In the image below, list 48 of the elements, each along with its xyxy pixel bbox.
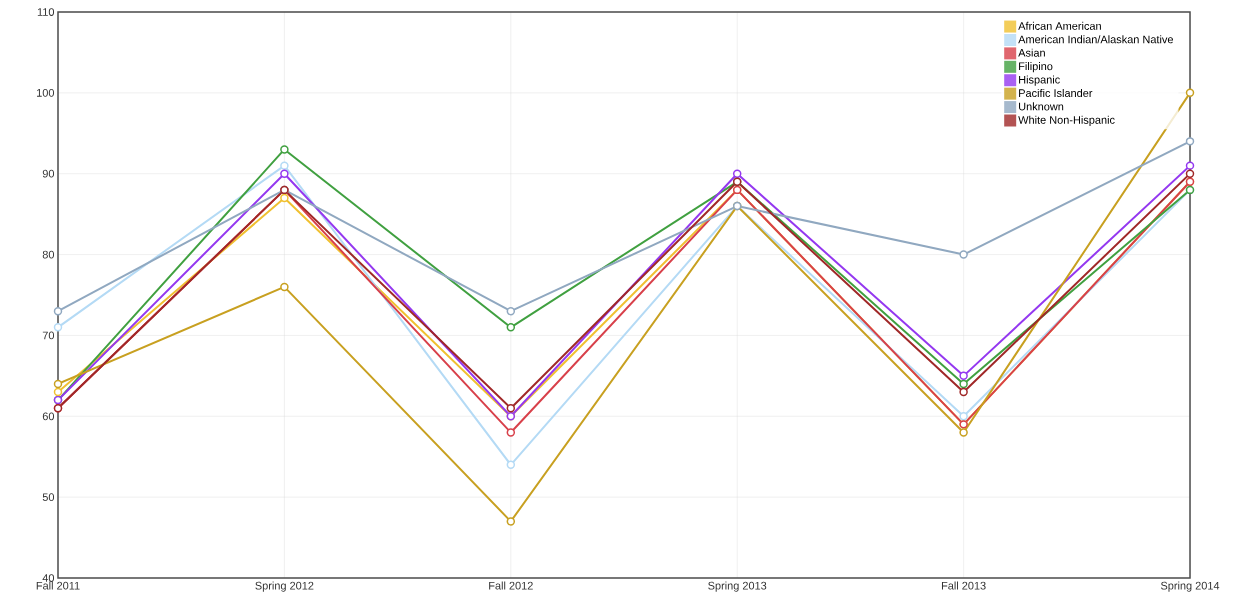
point bbox=[959, 412, 968, 421]
x-tick-label: Spring 2012 bbox=[255, 581, 314, 592]
point bbox=[1185, 137, 1195, 146]
point bbox=[1185, 169, 1195, 178]
legend-label: African American bbox=[1018, 21, 1101, 30]
point bbox=[280, 282, 289, 292]
point bbox=[506, 306, 516, 316]
point bbox=[1185, 88, 1195, 98]
point bbox=[53, 387, 63, 397]
y-tick-label: 70 bbox=[42, 331, 55, 340]
point bbox=[280, 193, 289, 203]
point bbox=[280, 169, 289, 178]
x-tick-label: Spring 2013 bbox=[708, 581, 767, 592]
point bbox=[506, 428, 516, 437]
point bbox=[506, 460, 516, 470]
legend-label: Asian bbox=[1018, 48, 1045, 57]
point bbox=[959, 371, 968, 381]
legend-label: Pacific Islander bbox=[1019, 88, 1093, 97]
y-tick-label: 60 bbox=[42, 412, 55, 421]
legend-label: White Non-Hispanic bbox=[1018, 115, 1115, 126]
y-tick-label: 50 bbox=[42, 493, 55, 502]
legend-label: Filipino bbox=[1019, 62, 1053, 73]
point bbox=[53, 306, 63, 316]
point bbox=[506, 323, 516, 332]
legend-label: American Indian/Alaskan Native bbox=[1018, 35, 1173, 44]
point bbox=[959, 428, 968, 437]
x-tick-label: Spring 2014 bbox=[1160, 581, 1220, 592]
y-tick-label: 90 bbox=[42, 169, 55, 178]
point bbox=[506, 517, 516, 526]
point bbox=[280, 145, 289, 154]
point bbox=[53, 379, 63, 389]
point bbox=[732, 169, 742, 178]
y-tick-label: 40 bbox=[42, 574, 55, 582]
y-tick-label: 100 bbox=[37, 88, 55, 97]
x-tick-label: Fall 2011 bbox=[36, 581, 80, 590]
point bbox=[959, 379, 968, 389]
x-tick-label: Fall 2012 bbox=[489, 581, 533, 590]
point bbox=[959, 250, 968, 259]
legend-label: Hispanic bbox=[1019, 75, 1060, 86]
y-tick-label: 110 bbox=[37, 8, 55, 16]
point bbox=[959, 387, 968, 397]
point bbox=[1185, 161, 1195, 170]
point bbox=[280, 161, 289, 170]
x-tick-label: Fall 2013 bbox=[941, 581, 986, 590]
point bbox=[506, 403, 516, 413]
point bbox=[53, 323, 63, 332]
legend-label: Unknown bbox=[1019, 102, 1064, 111]
y-tick-label: 80 bbox=[42, 250, 55, 259]
